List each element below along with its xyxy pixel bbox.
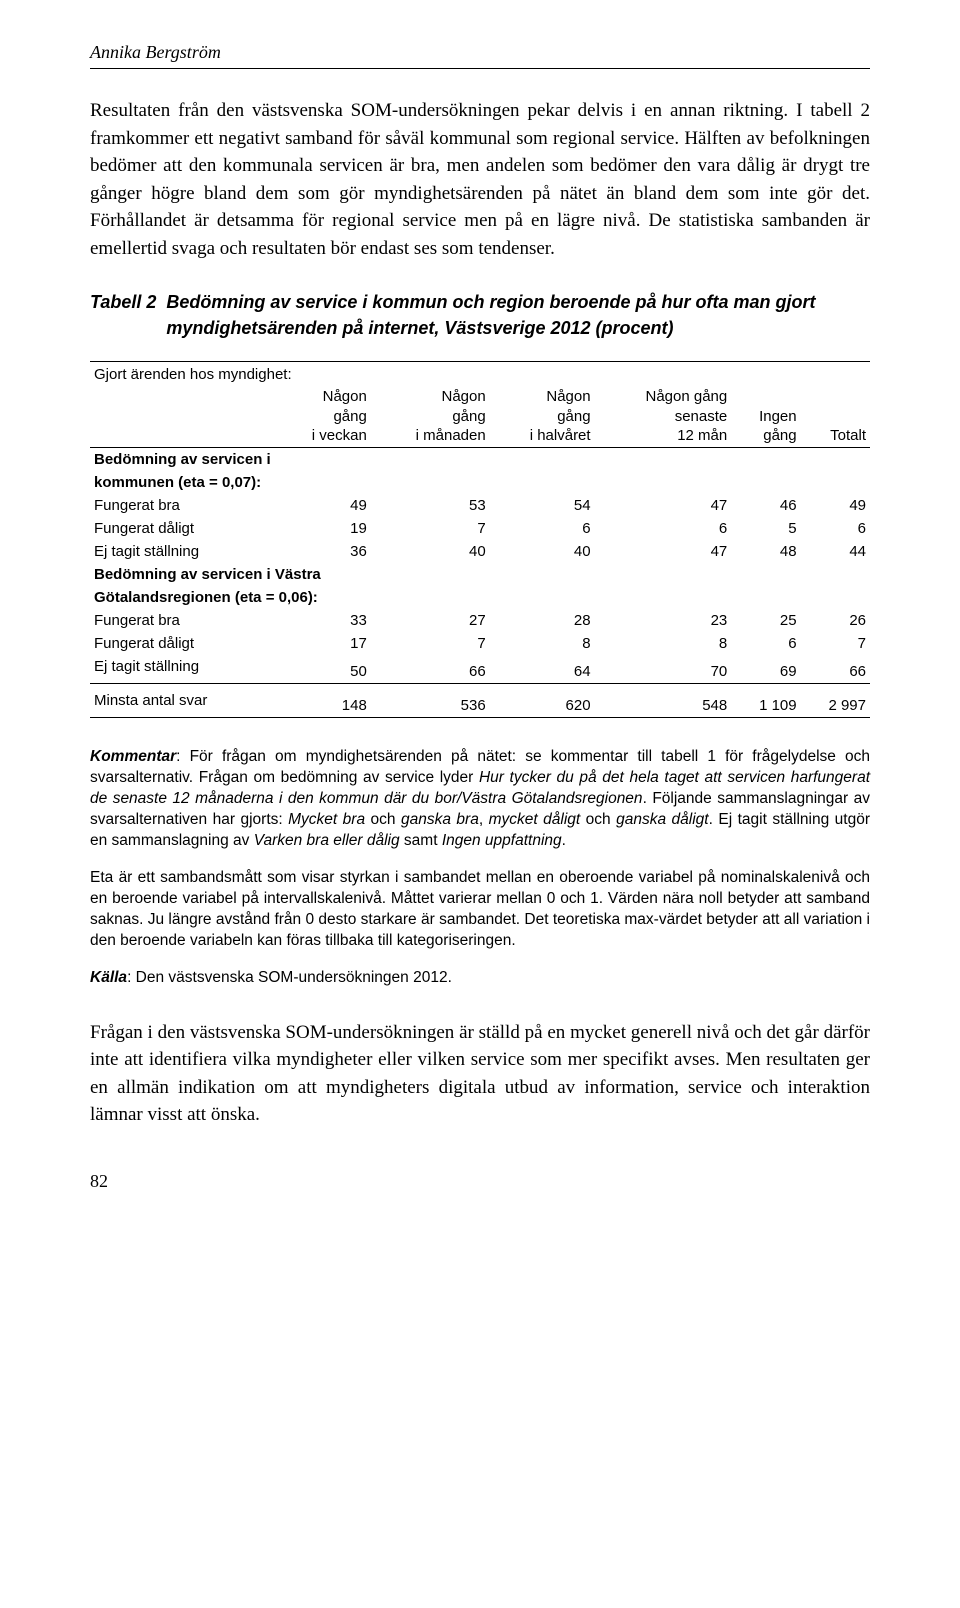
page-number: 82 [90,1169,870,1194]
closing-paragraph: Frågan i den västsvenska SOM-undersöknin… [90,1019,870,1129]
table-column-headers: Någongångi veckan Någongångi månaden Någ… [90,386,870,447]
table-title: Bedömning av service i kommun och region… [166,290,870,340]
kommentar-paragraph-2: Eta är ett sambandsmått som visar styrka… [90,868,870,952]
table-row: Fungerat bra495354474649 [90,494,870,517]
table-row: Fungerat bra332728232526 [90,609,870,632]
table-section-1-title: Bedömning av servicen i [90,447,870,471]
table-row: Ej tagit ställning364040474844 [90,540,870,563]
table-section-2-title: Bedömning av servicen i Västra [90,563,870,586]
table-footer-row: Minsta antal svar1485366205481 1092 997 [90,683,870,717]
kommentar-paragraph-1: Kommentar: För frågan om myndighetsärend… [90,747,870,852]
table-label: Tabell 2 [90,290,156,340]
table-row: Fungerat dåligt1976656 [90,517,870,540]
table-section-1-title2: kommunen (eta = 0,07): [90,471,870,494]
kommentar-source: Källa: Den västsvenska SOM-undersökninge… [90,968,870,989]
table-super-header: Gjort ärenden hos myndighet: [90,363,870,386]
table-row: Ej tagit ställning506664706966 [90,655,870,684]
table-caption: Tabell 2 Bedömning av service i kommun o… [90,290,870,340]
author-name: Annika Bergström [90,40,870,65]
author-rule [90,68,870,69]
intro-paragraph: Resultaten från den västsvenska SOM-unde… [90,97,870,262]
data-table: Gjort ärenden hos myndighet: Någongångi … [90,361,870,726]
table-section-2-title2: Götalandsregionen (eta = 0,06): [90,586,870,609]
table-row: Fungerat dåligt1778867 [90,632,870,655]
